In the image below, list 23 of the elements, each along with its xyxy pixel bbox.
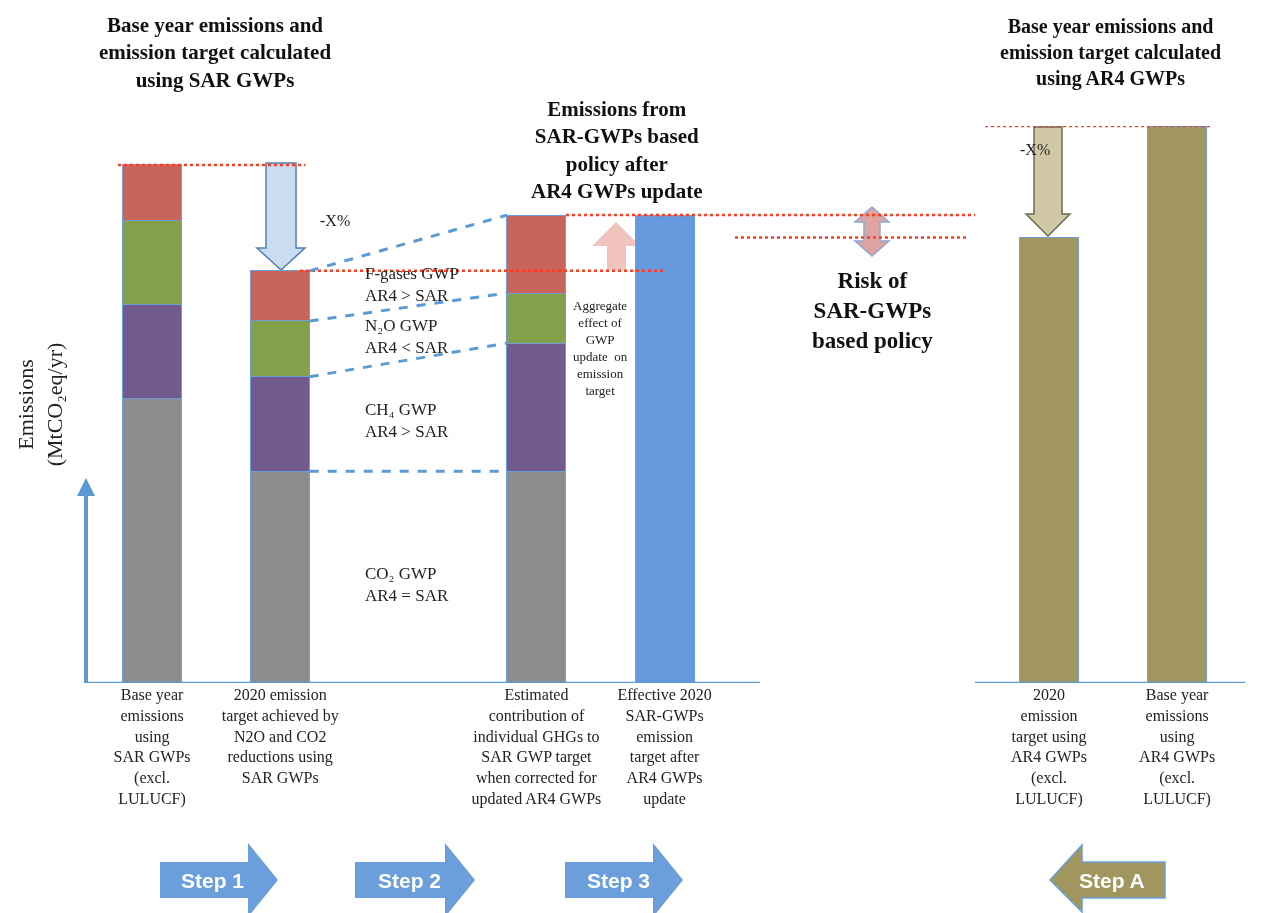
y-axis-title: Emissions (MtCO₂eq/yr) [13,342,67,467]
bar [1147,126,1208,683]
text: Step A [1079,869,1145,892]
x-tick-label: Estimated contribution of individual GHGs to SAR GWP target when corrected for updated AR4 GWPs [471,686,602,808]
text: Step 2 [378,869,442,892]
text: Base year emissions and emission target calculated using AR4 GWPs [1000,15,1222,90]
text: Step 3 [587,869,651,892]
annotation: F-gases GWP AR4 > SAR [365,264,459,306]
annotation: CH₄ GWP AR4 > SAR [365,400,449,442]
x-tick-label: 2020 emission target using AR4 GWPs (excl. LULUCF) [1010,686,1087,808]
x-tick-label: Effective 2020 SAR-GWPs emission target after AR4 GWPs update [617,686,712,808]
chart-title: Base year emissions and emission target calculated using SAR GWPs [98,12,332,92]
annotation: Aggregate effect of GWP update on emission target [573,298,628,398]
annotation: Emissions from SAR-GWPs based policy after AR4 GWPs update [531,97,703,203]
annotation: -X% [1020,141,1051,158]
text: Step 1 [181,869,245,892]
annotation: Risk of SAR-GWPs based policy [812,268,934,353]
x-tick-label: 2020 emission target achieved by N2O and CO2 reductions using SAR GWPs [221,686,339,787]
x-tick-label: Base year emissions using AR4 GWPs (excl. LULUCF) [1139,686,1216,808]
annotation: -X% [320,212,351,229]
annotation: N₂O GWP AR4 < SAR [365,316,449,358]
annotation: CO₂ GWP AR4 = SAR [365,564,449,606]
x-tick-label: Base year emissions using SAR GWPs (excl. LULUCF) [113,686,191,808]
